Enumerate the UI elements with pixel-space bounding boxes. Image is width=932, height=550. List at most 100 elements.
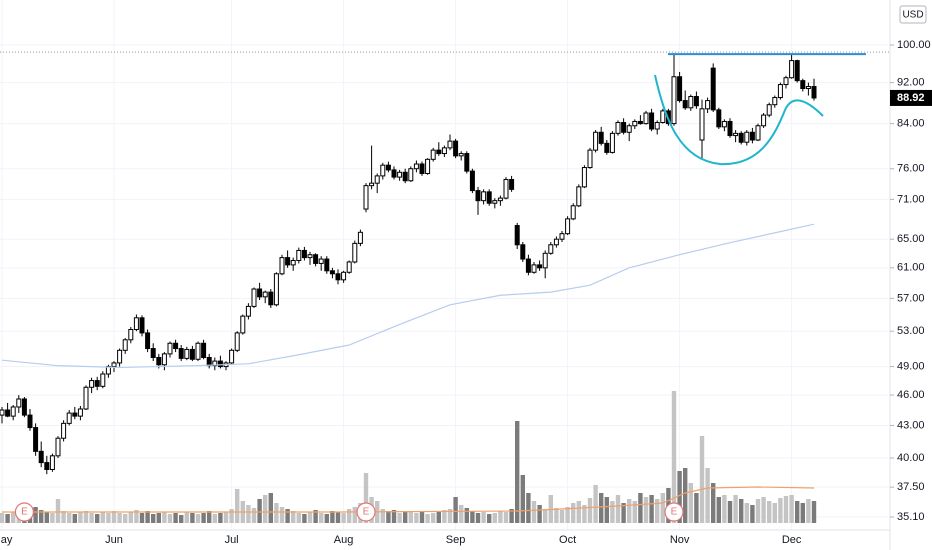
volume-bar	[156, 513, 161, 523]
candle-body	[537, 264, 543, 269]
volume-bar	[263, 495, 268, 523]
candle-body	[464, 153, 470, 172]
candle-body	[548, 244, 554, 254]
volume-bar	[403, 511, 408, 523]
candle-body	[341, 271, 347, 281]
volume-bar	[811, 501, 817, 523]
candle-body	[587, 149, 593, 169]
y-tick-label: 49.00	[897, 360, 925, 372]
candle-body	[5, 409, 11, 417]
volume-bar	[660, 493, 665, 523]
volume-bar	[727, 501, 733, 523]
candle-body	[296, 249, 302, 262]
volume-bar	[0, 513, 5, 523]
volume-bar	[296, 513, 301, 523]
volume-bar	[179, 515, 184, 523]
y-tick-label: 65.00	[897, 233, 925, 245]
x-tick-label: Nov	[670, 534, 690, 546]
candle-body	[677, 76, 683, 102]
candle-body	[453, 140, 459, 157]
grid	[0, 0, 890, 530]
candle-body	[10, 406, 16, 417]
candle-body	[727, 120, 733, 137]
volume-bar	[643, 497, 649, 523]
candle-body	[615, 122, 621, 134]
volume-bar	[39, 510, 44, 523]
candle-body	[520, 244, 526, 260]
volume-bar	[481, 512, 486, 523]
volume-bar	[251, 508, 257, 523]
candle-body	[458, 153, 464, 157]
candle-body	[178, 348, 184, 359]
volume-bar	[694, 493, 699, 523]
volume-bar	[352, 507, 357, 523]
candle-body	[61, 422, 67, 439]
volume-bar	[363, 473, 369, 523]
x-tick-label: Sep	[446, 534, 466, 546]
candle-body	[385, 164, 391, 171]
candle-body	[654, 122, 660, 130]
candle-body	[475, 190, 481, 202]
volume-bar	[750, 505, 755, 523]
volume-bar	[722, 495, 727, 523]
x-tick-label: Jun	[105, 534, 123, 546]
volume-bar	[783, 496, 789, 523]
earnings-label: E	[21, 507, 28, 518]
volume-bar	[565, 507, 570, 523]
volume-bar	[716, 497, 721, 523]
candle-body	[44, 462, 50, 470]
candle-body	[313, 254, 319, 264]
volume-bar	[207, 511, 212, 523]
volume-bar	[319, 513, 324, 523]
candle-body	[229, 349, 235, 364]
moving-average-line	[1, 223, 815, 369]
volume-bar	[279, 507, 285, 523]
y-tick-label: 37.50	[897, 481, 925, 493]
volume-bar	[397, 513, 402, 523]
volume-bar	[755, 499, 761, 523]
volume-bar	[705, 468, 710, 523]
volume-bar	[599, 493, 604, 523]
candle-body	[749, 131, 755, 141]
volume-bar	[83, 511, 89, 523]
candle-body	[16, 398, 22, 408]
volume-bar	[11, 512, 16, 523]
candle-body	[408, 168, 414, 182]
volume-bar	[95, 514, 100, 523]
candle-body	[402, 171, 408, 182]
candle-body	[430, 149, 436, 160]
volume-average-line	[2, 486, 815, 513]
candle-body	[89, 380, 95, 388]
volume-bar	[380, 509, 385, 523]
candle-body	[117, 349, 123, 364]
candle-body	[201, 342, 207, 358]
volume-bar	[582, 505, 587, 523]
candle-body	[553, 238, 559, 246]
volume-bar	[55, 499, 61, 523]
candle-body	[576, 186, 582, 207]
candle-body	[301, 249, 307, 259]
candle-body	[156, 356, 162, 366]
volume-bar	[503, 512, 509, 523]
candle-body	[789, 60, 795, 79]
volume-bar	[739, 499, 744, 523]
candle-body	[486, 191, 492, 204]
volume-bar	[307, 512, 313, 523]
x-tick-label: Jul	[225, 534, 239, 546]
candle-body	[217, 360, 223, 368]
x-tick-label: Oct	[559, 534, 576, 546]
y-tick-label: 61.00	[897, 262, 925, 274]
candle-body	[570, 205, 576, 220]
candle-body	[324, 258, 330, 272]
y-tick-label: 46.00	[897, 389, 925, 401]
candle-body	[783, 77, 789, 86]
currency-box[interactable]	[899, 5, 927, 24]
volume-bar	[688, 483, 693, 523]
volume-bar	[778, 498, 783, 523]
candle-body	[800, 80, 806, 90]
volume-bar	[627, 499, 632, 523]
candle-body	[481, 191, 487, 202]
candle-body	[262, 291, 268, 298]
volume-bar	[543, 509, 548, 523]
